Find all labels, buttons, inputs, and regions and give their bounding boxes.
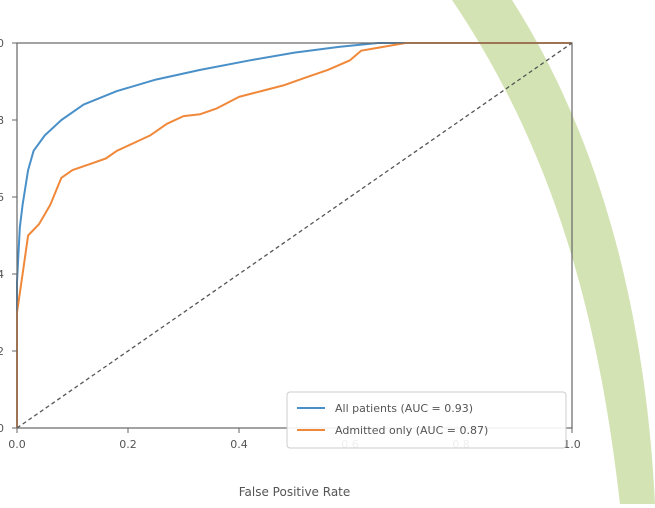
- y-tick-label: 2: [0, 345, 4, 358]
- x-tick-label: 1.0: [563, 438, 581, 451]
- x-tick-label: 0.2: [119, 438, 137, 451]
- x-tick-label: 0.0: [8, 438, 26, 451]
- x-tick-label: 0.4: [230, 438, 248, 451]
- legend-label: All patients (AUC = 0.93): [335, 402, 473, 415]
- legend: All patients (AUC = 0.93) Admitted only (…: [286, 391, 567, 449]
- legend-label: Admitted only (AUC = 0.87): [335, 424, 488, 437]
- y-tick-label: 4: [0, 268, 4, 281]
- series-layer: [16, 42, 573, 429]
- decorative-green-arc: [452, 0, 655, 504]
- y-tick-label: 0: [0, 422, 4, 435]
- y-tick-label: 8: [0, 114, 4, 127]
- chance-diagonal-line: [16, 42, 573, 429]
- y-tick-label: 0: [0, 37, 4, 50]
- series-line-1: [16, 42, 572, 428]
- legend-box: [286, 391, 567, 449]
- series-line-0: [16, 42, 572, 428]
- x-axis-label: False Positive Rate: [239, 485, 351, 499]
- y-tick-label: 6: [0, 191, 4, 204]
